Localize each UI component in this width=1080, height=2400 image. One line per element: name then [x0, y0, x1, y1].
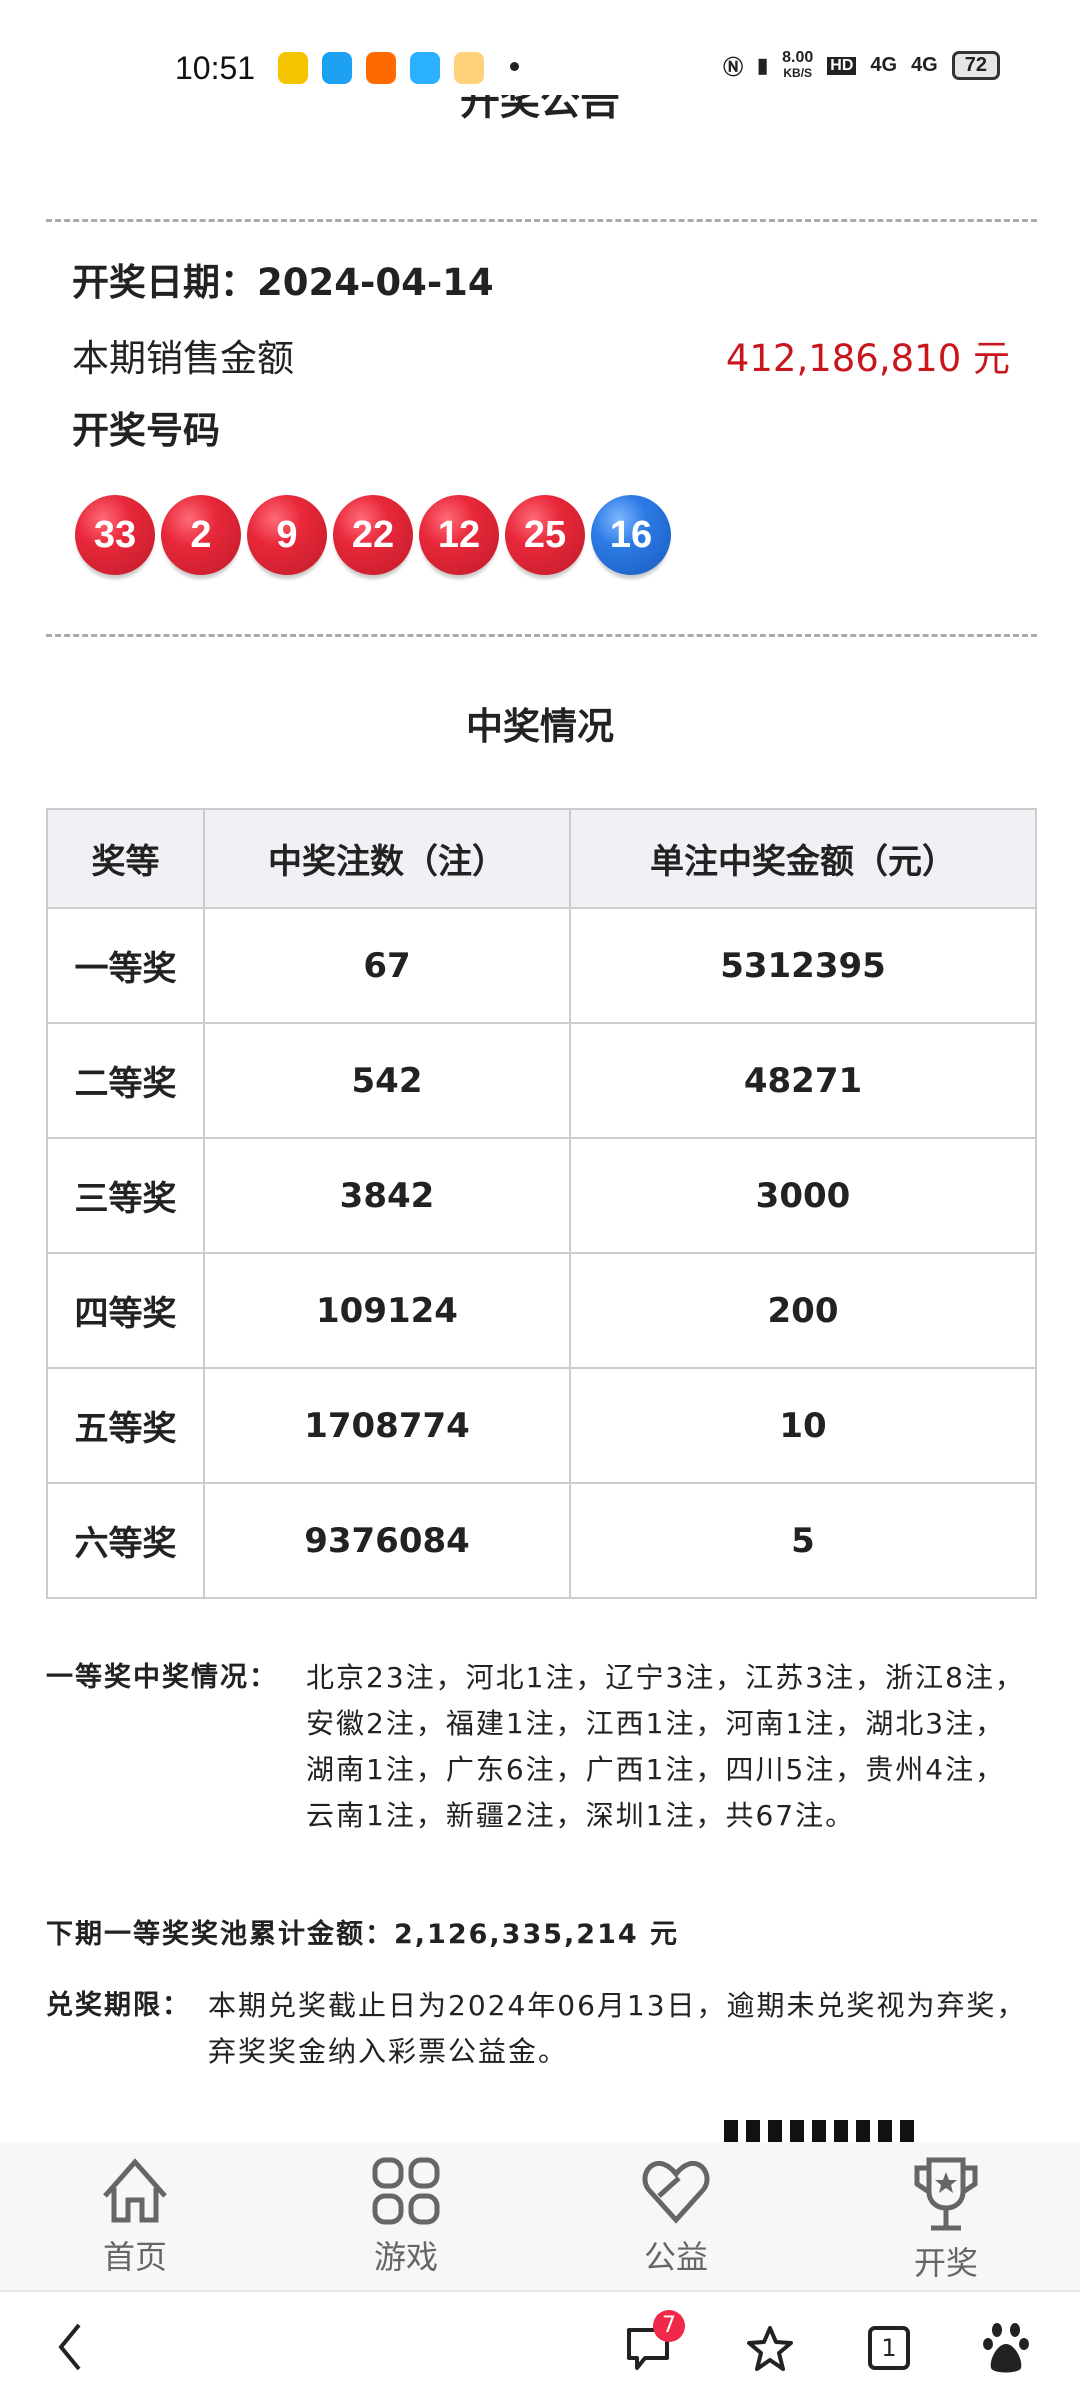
- notification-badge: 7: [653, 2310, 685, 2342]
- table-row: 六等奖 9376084 5: [46, 1482, 1037, 1599]
- prize-amount: 48271: [569, 1022, 1037, 1139]
- draw-date: 开奖日期：2024-04-14: [72, 261, 494, 304]
- bottom-nav: 首页 游戏 公益 开奖: [0, 2142, 1080, 2292]
- winner-count: 9376084: [203, 1482, 571, 1599]
- nav-home[interactable]: 首页: [55, 2156, 215, 2278]
- nav-games[interactable]: 游戏: [326, 2156, 486, 2278]
- red-ball: 25: [505, 495, 585, 575]
- sales-label: 本期销售金额: [72, 337, 294, 380]
- divider: [46, 634, 1037, 637]
- app-notification-icon: [322, 52, 352, 84]
- winning-numbers: 33 2 9 22 12 25 16: [75, 495, 671, 575]
- prize-tier: 六等奖: [46, 1482, 205, 1599]
- comments-button[interactable]: 7: [625, 2310, 685, 2378]
- more-notifications-icon: [510, 62, 519, 71]
- red-ball: 2: [161, 495, 241, 575]
- status-bar: 10:51 Ⓝ ▮ 8.00 KB/S HD 4G 4G 72: [0, 40, 1080, 100]
- table-header: 奖等 中奖注数（注） 单注中奖金额（元）: [46, 808, 1037, 909]
- prize-tier: 三等奖: [46, 1137, 205, 1254]
- deadline-text: 本期兑奖截止日为2024年06月13日，逾期未兑奖视为弃奖，弃奖奖金纳入彩票公益…: [208, 1989, 1027, 2068]
- first-prize-label: 一等奖中奖情况：: [46, 1662, 278, 1693]
- prize-tier: 二等奖: [46, 1022, 205, 1139]
- winner-count: 67: [203, 907, 571, 1024]
- battery-icon: 72: [951, 51, 1000, 80]
- nav-label: 开奖: [913, 2244, 978, 2282]
- red-ball: 12: [419, 495, 499, 575]
- grid-icon: [372, 2157, 440, 2225]
- winner-count: 109124: [203, 1252, 571, 1369]
- nav-lottery-results[interactable]: 开奖: [866, 2156, 1026, 2284]
- prize-tier: 四等奖: [46, 1252, 205, 1369]
- browser-toolbar: 7 1: [0, 2292, 1080, 2400]
- tabs-button[interactable]: 1: [868, 2326, 910, 2370]
- signal-icon-2: 4G: [911, 54, 938, 76]
- divider: [46, 219, 1037, 222]
- nav-label: 游戏: [373, 2238, 438, 2276]
- page-title: 开奖公告: [460, 95, 620, 124]
- clock: 10:51: [175, 50, 256, 86]
- signal-icon-1: 4G: [870, 54, 898, 76]
- nav-label: 公益: [643, 2238, 708, 2276]
- table-row: 二等奖 542 48271: [46, 1022, 1037, 1139]
- deadline-label: 兑奖期限：: [46, 1990, 191, 2021]
- trophy-icon: [914, 2157, 978, 2231]
- prize-amount: 5312395: [569, 907, 1037, 1024]
- home-icon: [103, 2158, 167, 2223]
- sales-value: 412,186,810 元: [725, 337, 1010, 380]
- app-notification-icon: [410, 52, 440, 84]
- prize-tier: 五等奖: [46, 1367, 205, 1484]
- table-row: 一等奖 67 5312395: [46, 907, 1037, 1024]
- column-header: 中奖注数（注）: [203, 808, 571, 909]
- back-icon[interactable]: [55, 2322, 85, 2372]
- winner-count: 542: [203, 1022, 571, 1139]
- winner-count: 1708774: [203, 1367, 571, 1484]
- prize-tier: 一等奖: [46, 907, 205, 1024]
- red-ball: 33: [75, 495, 155, 575]
- nfc-icon: Ⓝ: [723, 57, 744, 79]
- red-ball: 9: [247, 495, 327, 575]
- star-icon[interactable]: [745, 2324, 795, 2374]
- column-header: 单注中奖金额（元）: [569, 808, 1037, 909]
- nav-label: 首页: [102, 2238, 167, 2276]
- nav-charity[interactable]: 公益: [596, 2156, 756, 2278]
- app-notification-icon: [278, 52, 308, 84]
- prize-section-title: 中奖情况: [466, 705, 614, 748]
- speed-unit: KB/S: [783, 66, 813, 80]
- app-notification-icon: [366, 52, 396, 84]
- network-speed: 8.00: [782, 49, 814, 66]
- red-ball: 22: [333, 495, 413, 575]
- jackpot-pool: 下期一等奖奖池累计金额：2,126,335,214 元: [46, 1919, 680, 1950]
- heart-handshake-icon: [642, 2160, 710, 2224]
- prize-amount: 200: [569, 1252, 1037, 1369]
- prize-amount: 5: [569, 1482, 1037, 1599]
- blue-ball: 16: [591, 495, 671, 575]
- first-prize-text: 北京23注，河北1注，辽宁3注，江苏3注，浙江8注，安徽2注，福建1注，江西1注…: [306, 1661, 1025, 1832]
- baidu-paw-icon[interactable]: [983, 2322, 1029, 2374]
- hd-icon: HD: [827, 56, 857, 75]
- prize-amount: 10: [569, 1367, 1037, 1484]
- prize-table: 奖等 中奖注数（注） 单注中奖金额（元） 一等奖 67 5312395 二等奖 542 4…: [46, 808, 1037, 1599]
- vibrate-icon: ▮: [757, 55, 769, 77]
- table-row: 五等奖 1708774 10: [46, 1367, 1037, 1484]
- table-row: 四等奖 109124 200: [46, 1252, 1037, 1369]
- numbers-label: 开奖号码: [72, 409, 220, 452]
- winner-count: 3842: [203, 1137, 571, 1254]
- table-row: 三等奖 3842 3000: [46, 1137, 1037, 1254]
- column-header: 奖等: [46, 808, 205, 909]
- weibo-icon: [454, 52, 484, 84]
- qr-code: [724, 2120, 916, 2142]
- prize-amount: 3000: [569, 1137, 1037, 1254]
